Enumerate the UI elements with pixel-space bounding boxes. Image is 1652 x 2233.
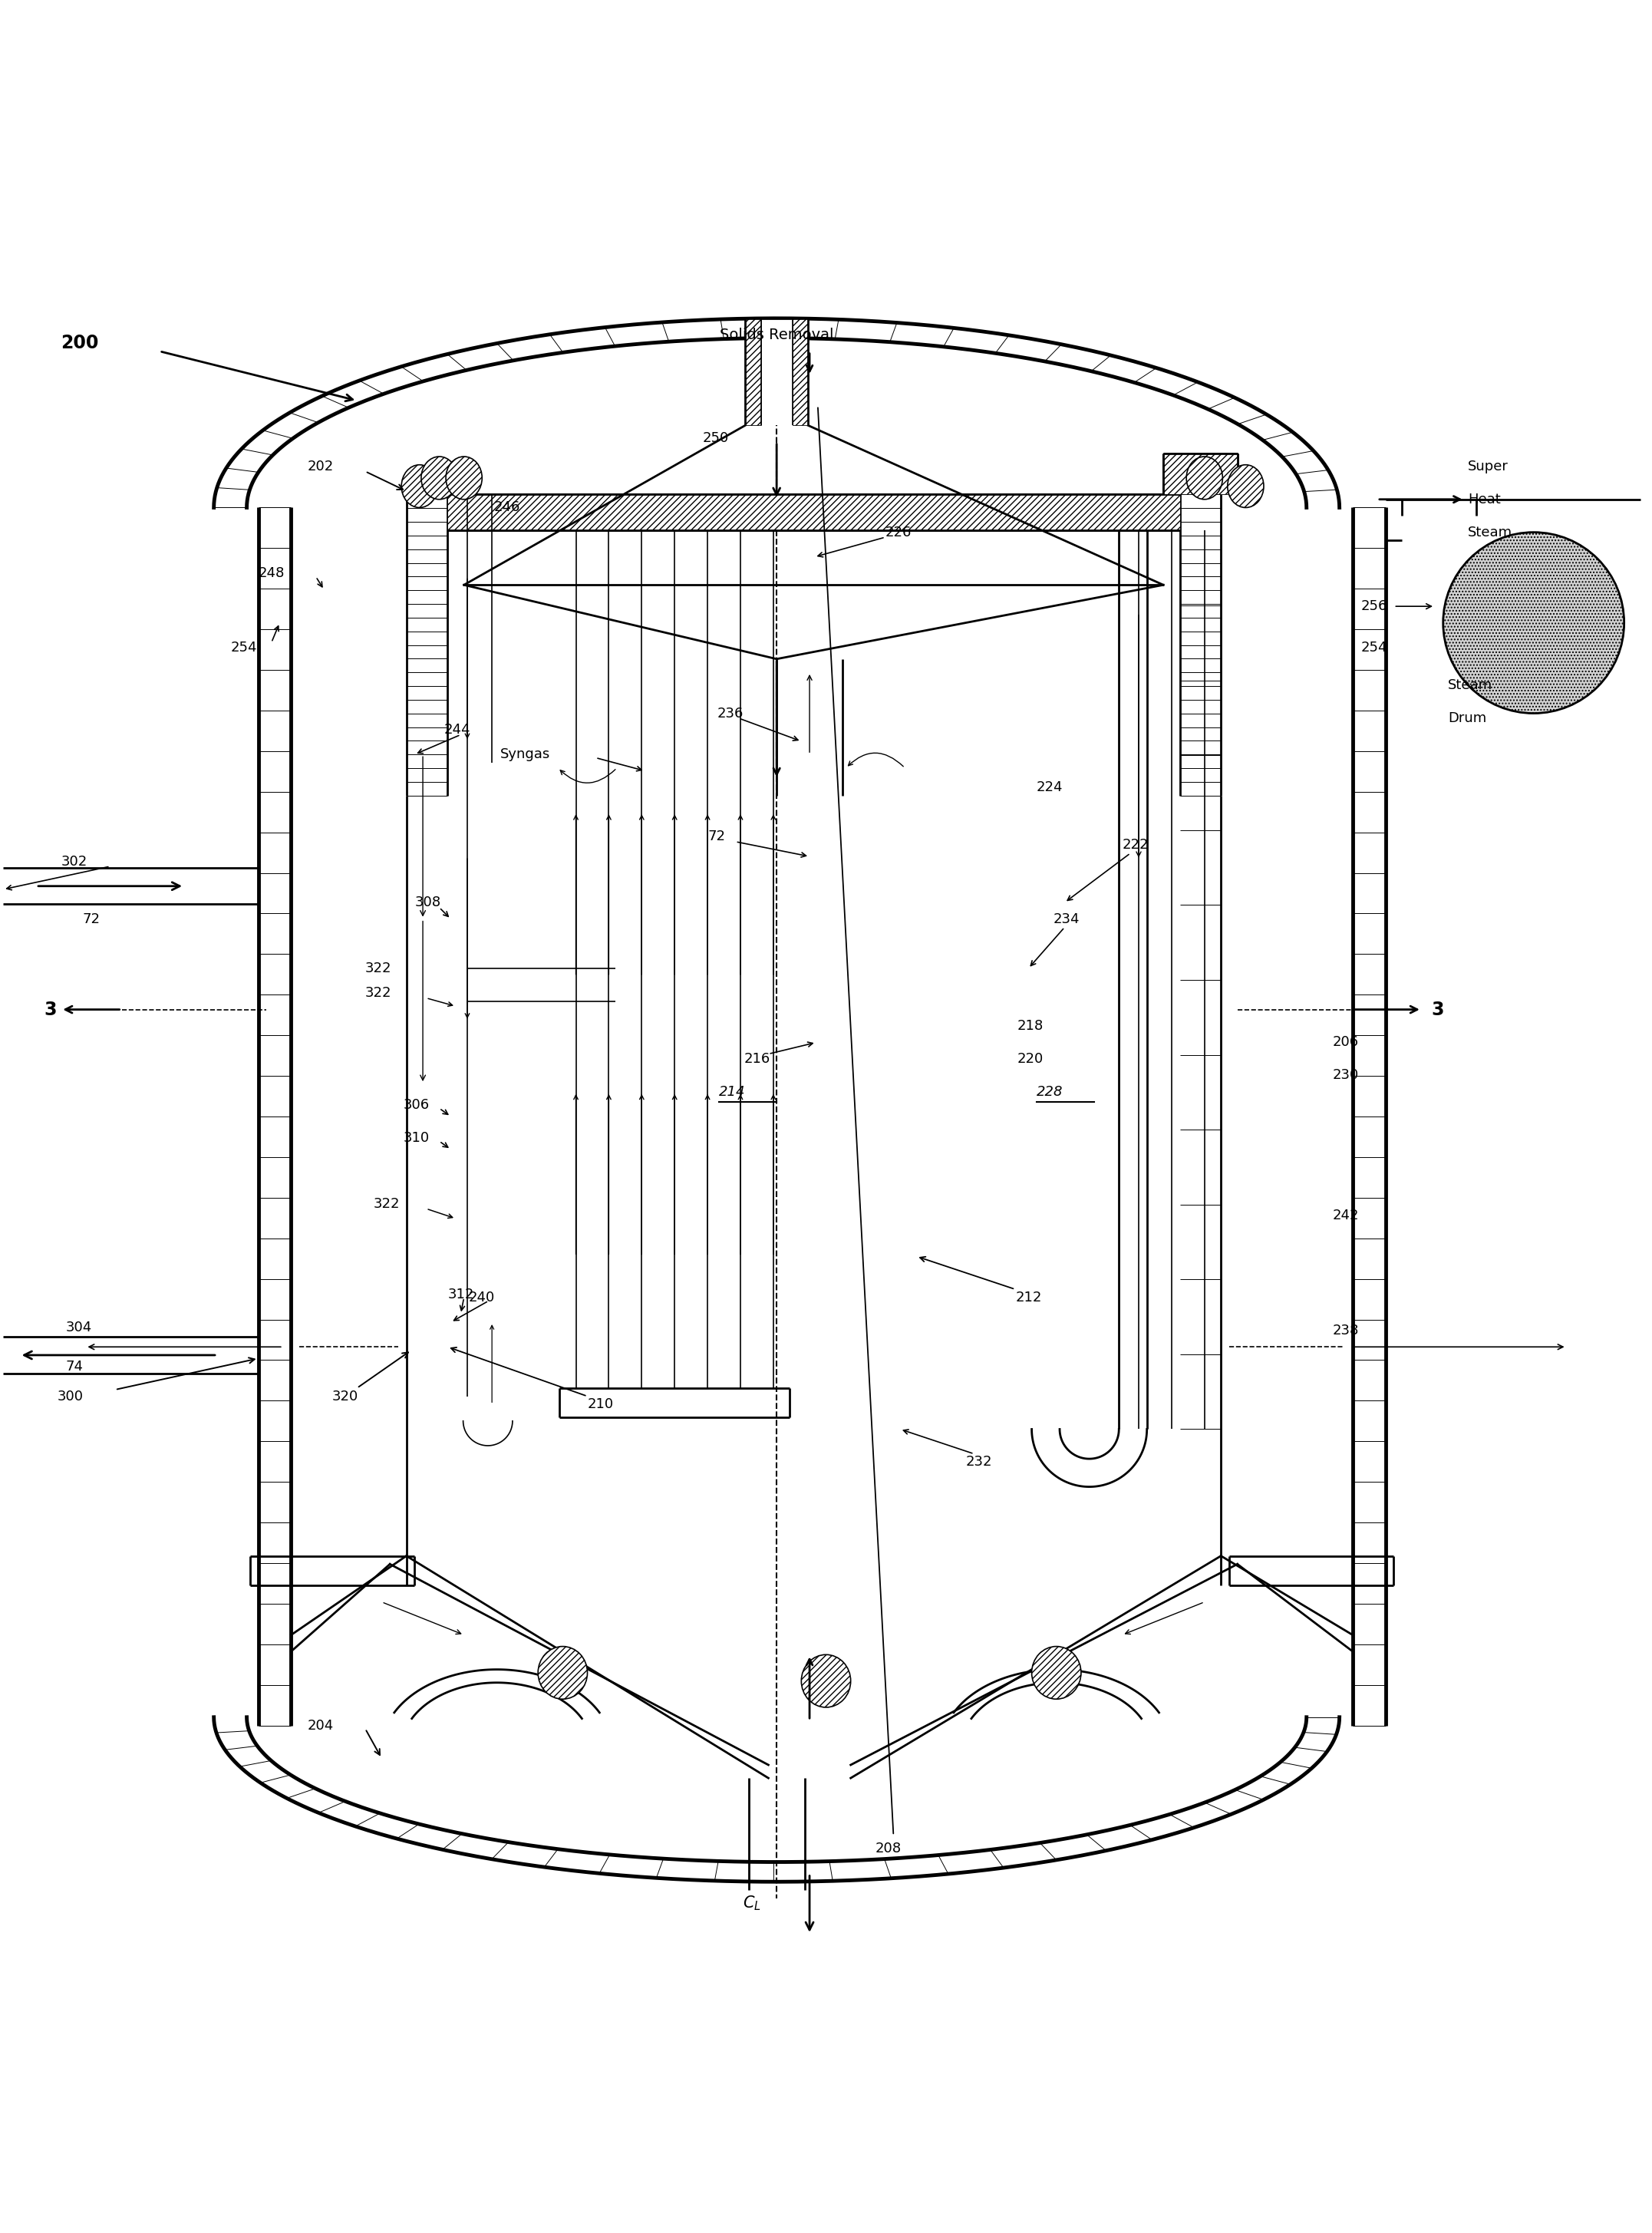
Ellipse shape <box>1032 1646 1080 1699</box>
Bar <box>745 319 762 424</box>
Ellipse shape <box>421 456 458 500</box>
Text: 74: 74 <box>66 1360 83 1373</box>
Text: 236: 236 <box>717 706 743 721</box>
Text: 72: 72 <box>707 831 725 844</box>
Text: 214: 214 <box>719 1085 745 1099</box>
Text: 200: 200 <box>61 333 99 353</box>
Text: Super: Super <box>1467 460 1508 473</box>
Text: 202: 202 <box>307 460 334 473</box>
Ellipse shape <box>446 456 482 500</box>
Text: 238: 238 <box>1333 1324 1360 1338</box>
Text: 308: 308 <box>415 895 441 909</box>
Text: 3: 3 <box>1432 1000 1444 1018</box>
Text: 230: 230 <box>1333 1067 1360 1083</box>
Text: Steam: Steam <box>1449 679 1493 692</box>
Text: 248: 248 <box>258 567 284 581</box>
Text: 312: 312 <box>448 1288 474 1302</box>
Text: 254: 254 <box>1361 641 1388 654</box>
Text: 310: 310 <box>403 1130 430 1146</box>
Text: 240: 240 <box>469 1291 496 1304</box>
Text: 302: 302 <box>61 855 88 869</box>
Ellipse shape <box>1186 456 1222 500</box>
Text: 206: 206 <box>1333 1036 1360 1050</box>
Text: 220: 220 <box>1018 1052 1042 1065</box>
Text: 246: 246 <box>494 500 520 514</box>
Text: Solids Removal: Solids Removal <box>720 328 834 342</box>
Text: 242: 242 <box>1333 1208 1360 1221</box>
Text: Heat: Heat <box>1467 493 1500 507</box>
Text: 234: 234 <box>1052 911 1079 927</box>
Text: 322: 322 <box>373 1197 400 1210</box>
Text: 210: 210 <box>588 1398 613 1411</box>
Text: 72: 72 <box>83 911 99 927</box>
Text: 228: 228 <box>1037 1085 1064 1099</box>
Text: 244: 244 <box>444 723 471 737</box>
Text: 212: 212 <box>1016 1291 1042 1304</box>
Bar <box>793 319 808 424</box>
Text: 204: 204 <box>307 1719 334 1733</box>
Text: 250: 250 <box>702 431 729 444</box>
Text: 208: 208 <box>876 1842 902 1856</box>
Text: Steam: Steam <box>1467 525 1512 538</box>
Text: 226: 226 <box>885 525 912 538</box>
Text: 256: 256 <box>1361 598 1388 614</box>
Bar <box>1163 453 1237 493</box>
Text: 322: 322 <box>365 962 392 976</box>
Bar <box>448 493 1180 531</box>
Text: 224: 224 <box>1037 782 1064 795</box>
Ellipse shape <box>801 1655 851 1708</box>
Text: $C_L$: $C_L$ <box>743 1894 762 1911</box>
Ellipse shape <box>401 464 438 507</box>
Circle shape <box>1444 531 1624 712</box>
Ellipse shape <box>539 1646 588 1699</box>
Text: 232: 232 <box>966 1456 993 1469</box>
Text: Syngas: Syngas <box>501 748 550 761</box>
Text: Drum: Drum <box>1449 712 1487 726</box>
Text: 216: 216 <box>743 1052 770 1065</box>
Text: 218: 218 <box>1018 1018 1042 1034</box>
Text: 320: 320 <box>332 1389 358 1402</box>
Text: 254: 254 <box>230 641 256 654</box>
Text: 322: 322 <box>365 987 392 1000</box>
Text: 222: 222 <box>1122 837 1148 851</box>
Bar <box>745 319 808 424</box>
Text: 304: 304 <box>66 1320 93 1333</box>
Text: 300: 300 <box>58 1389 84 1402</box>
Text: 306: 306 <box>403 1099 430 1112</box>
Ellipse shape <box>1227 464 1264 507</box>
Text: 3: 3 <box>45 1000 58 1018</box>
